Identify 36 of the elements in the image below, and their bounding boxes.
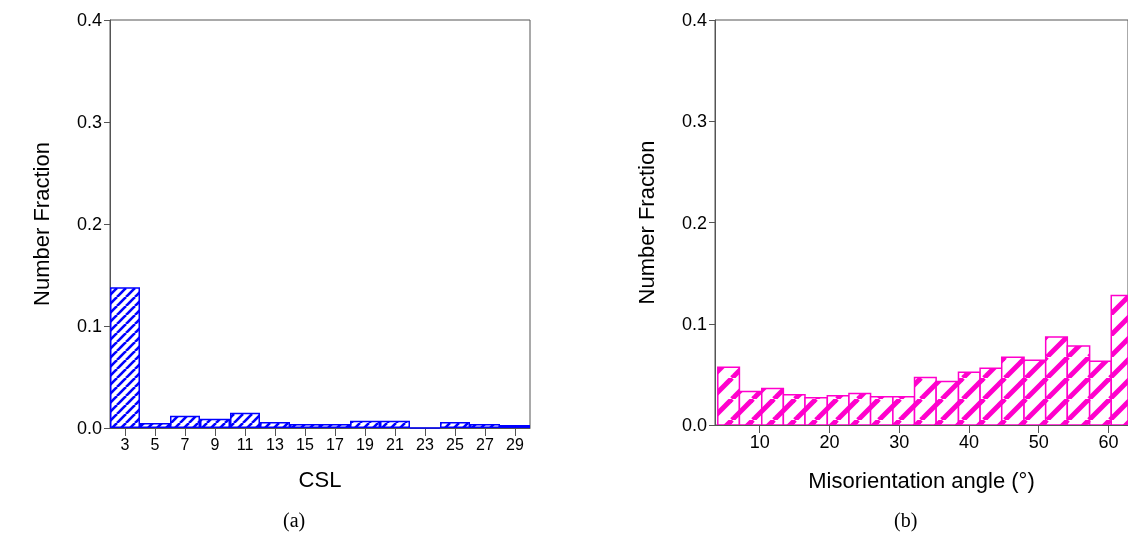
x-tick-label: 20 <box>819 432 840 452</box>
y-tick-label: 0.2 <box>681 212 707 233</box>
y-tick-label: 0.3 <box>681 111 707 132</box>
x-tick-label: 7 <box>180 435 190 453</box>
y-tick-label: 0.1 <box>76 316 102 336</box>
y-tick-label: 0.2 <box>76 214 102 234</box>
x-tick-label: 23 <box>416 435 434 453</box>
y-tick-label: 0.4 <box>76 10 102 30</box>
x-tick-label: 5 <box>150 435 160 453</box>
x-axis-title: Misorientation angle (°) <box>808 467 1035 493</box>
x-tick-label: 17 <box>326 435 344 453</box>
text: (b) <box>894 509 918 532</box>
x-tick-label: 11 <box>236 435 254 453</box>
y-tick-label: 0.4 <box>681 10 707 30</box>
y-tick-label: 0.3 <box>76 112 102 132</box>
y-axis-title: Number Fraction <box>28 142 54 306</box>
x-tick-label: 3 <box>120 435 130 453</box>
x-tick-label: 21 <box>386 435 404 453</box>
y-tick-label: 0.0 <box>76 418 102 438</box>
y-tick-label: 0.0 <box>681 415 707 435</box>
x-tick-label: 13 <box>266 435 284 453</box>
x-tick-label: 50 <box>1028 432 1049 452</box>
x-tick-label: 40 <box>958 432 979 452</box>
x-tick-label: 10 <box>749 432 770 452</box>
text: (a) <box>283 509 306 532</box>
x-tick-label: 19 <box>356 435 374 453</box>
x-axis-title: CSL <box>298 466 342 492</box>
x-tick-label: 25 <box>446 435 464 453</box>
x-tick-label: 60 <box>1098 432 1119 452</box>
y-axis-title: Number Fraction <box>633 140 659 305</box>
x-tick-label: 27 <box>476 435 494 453</box>
x-tick-label: 29 <box>506 435 524 453</box>
x-tick-label: 30 <box>889 432 910 452</box>
x-tick-label: 9 <box>210 435 220 453</box>
y-tick-label: 0.1 <box>681 313 707 334</box>
x-tick-label: 15 <box>296 435 314 453</box>
